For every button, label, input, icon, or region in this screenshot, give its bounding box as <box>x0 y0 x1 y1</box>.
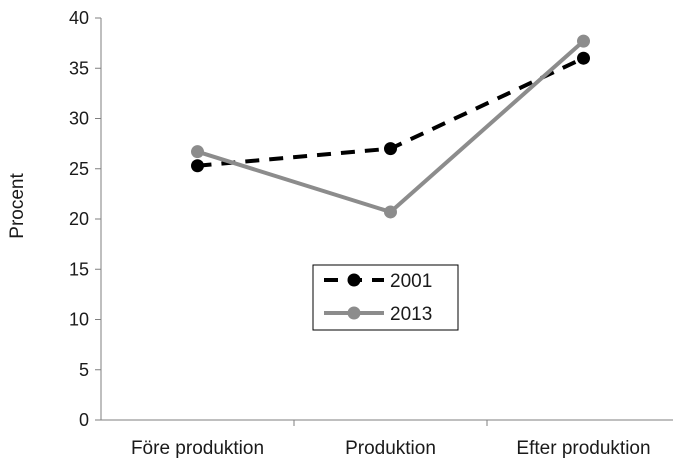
y-axis-ticks: 0 5 10 15 20 25 30 35 40 <box>69 8 101 430</box>
y-tick-label: 30 <box>69 109 89 129</box>
data-point-2013 <box>384 205 397 219</box>
series-layer <box>191 34 590 219</box>
legend-swatch-marker <box>347 273 361 287</box>
y-tick-label: 0 <box>79 410 89 430</box>
legend-label: 2013 <box>390 304 432 325</box>
x-tick-label: Produktion <box>345 438 436 459</box>
x-tick-label: Efter produktion <box>516 438 650 459</box>
y-tick-label: 25 <box>69 159 89 179</box>
legend-box <box>312 264 459 331</box>
legend-swatch-marker <box>347 306 361 320</box>
data-point-2001 <box>384 142 397 156</box>
y-tick-label: 40 <box>69 8 89 28</box>
y-tick-label: 15 <box>69 259 89 279</box>
series-line-2013 <box>196 39 585 214</box>
data-point-2013 <box>191 145 204 159</box>
x-axis-ticks: Före produktion Produktion Efter produktio… <box>131 420 651 459</box>
y-tick-label: 5 <box>79 360 89 380</box>
x-tick-label: Före produktion <box>131 438 264 459</box>
data-point-2013 <box>577 34 590 48</box>
y-tick-label: 35 <box>69 58 89 78</box>
y-axis-label: Procent <box>7 173 28 239</box>
legend: 2001 2013 <box>312 264 459 331</box>
y-tick-label: 10 <box>69 310 89 330</box>
data-point-2001 <box>191 159 204 173</box>
legend-label: 2001 <box>390 271 432 292</box>
data-point-2001 <box>577 51 590 65</box>
y-tick-label: 20 <box>69 209 89 229</box>
